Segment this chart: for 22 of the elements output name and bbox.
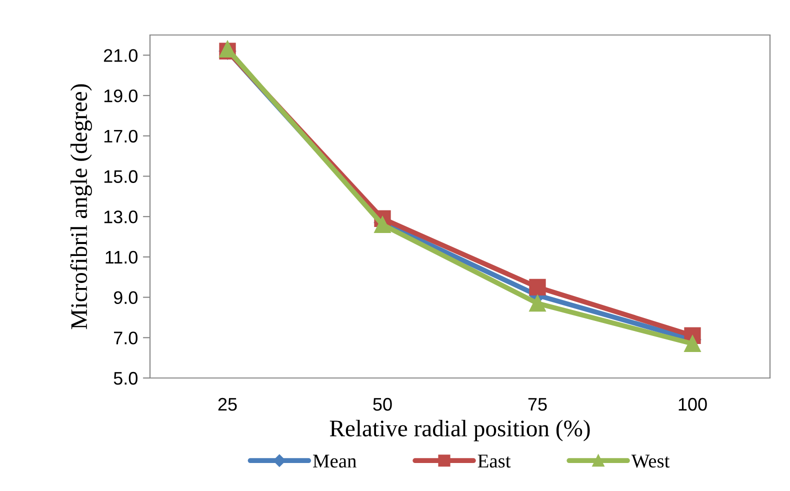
legend-label: West [631, 454, 670, 468]
x-axis-title: Relative radial position (%) [330, 420, 590, 442]
x-tick-label: 50 [373, 398, 392, 411]
point [684, 335, 701, 352]
y-tick-label: 9.0 [114, 291, 138, 304]
x-tick-label: 25 [218, 398, 237, 411]
y-tick-label: 17.0 [104, 130, 138, 143]
y-tick-label: 21.0 [104, 49, 138, 62]
point [374, 216, 391, 233]
x-tick-label: 75 [528, 398, 547, 411]
y-tick-label: 5.0 [114, 372, 138, 385]
y-tick-label: 13.0 [104, 210, 138, 224]
y-tick-label: 19.0 [104, 89, 138, 102]
y-tick-label: 11.0 [106, 250, 138, 264]
y-axis-title: Microfibril angle (degree) [70, 84, 92, 330]
x-tick-label: 100 [678, 398, 707, 411]
point [529, 278, 546, 296]
point [529, 295, 546, 312]
y-tick-label: 15.0 [104, 170, 138, 183]
legend-label: East [478, 454, 511, 468]
y-tick-label: 7.0 [114, 332, 138, 344]
legend-label: Mean [313, 454, 356, 468]
